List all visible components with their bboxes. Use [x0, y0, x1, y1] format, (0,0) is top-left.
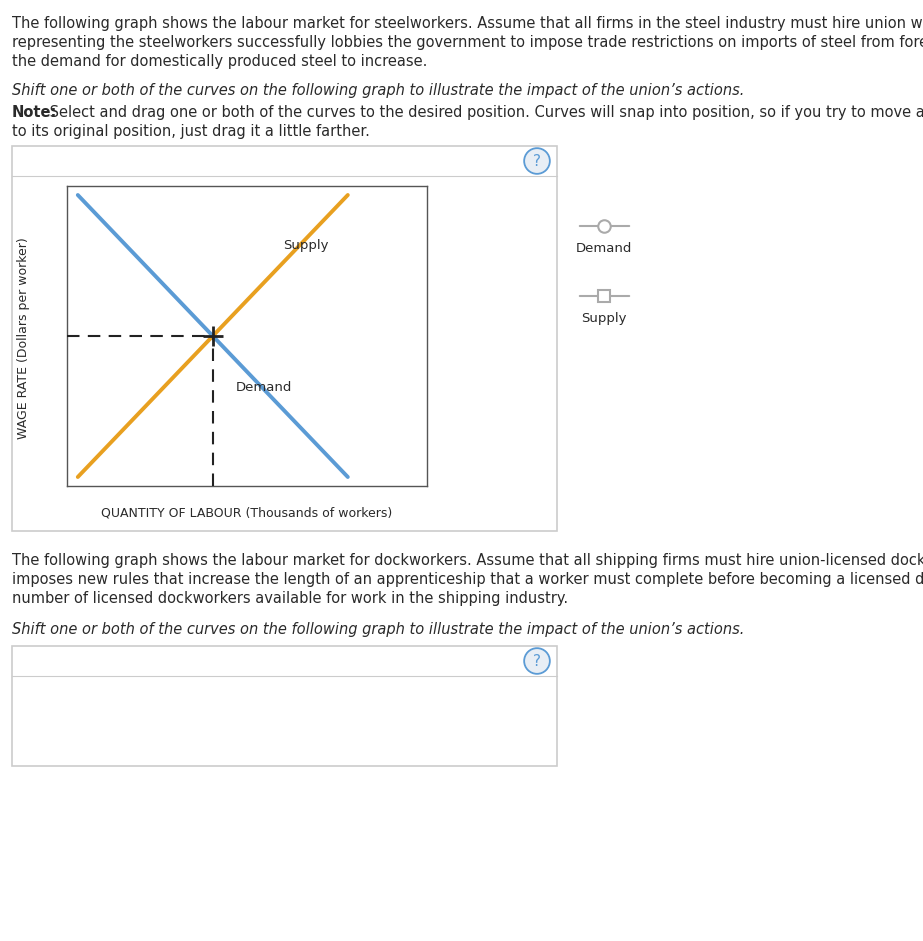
Text: Supply: Supply — [581, 312, 627, 325]
Bar — [12, 146, 557, 531]
Text: to its original position, just drag it a little farther.: to its original position, just drag it a… — [12, 124, 370, 139]
Text: number of licensed dockworkers available for work in the shipping industry.: number of licensed dockworkers available… — [12, 591, 569, 606]
Text: The following graph shows the labour market for dockworkers. Assume that all shi: The following graph shows the labour mar… — [12, 553, 923, 568]
Text: imposes new rules that increase the length of an apprenticeship that a worker mu: imposes new rules that increase the leng… — [12, 572, 923, 587]
Text: WAGE RATE (Dollars per worker): WAGE RATE (Dollars per worker) — [18, 238, 30, 439]
Text: Shift one or both of the curves on the following graph to illustrate the impact : Shift one or both of the curves on the f… — [12, 83, 744, 98]
Bar — [12, 646, 557, 766]
Text: Demand: Demand — [236, 381, 293, 394]
Text: Demand: Demand — [576, 242, 632, 255]
Text: The following graph shows the labour market for steelworkers. Assume that all fi: The following graph shows the labour mar… — [12, 16, 923, 31]
Text: the demand for domestically produced steel to increase.: the demand for domestically produced ste… — [12, 54, 427, 69]
Text: representing the steelworkers successfully lobbies the government to impose trad: representing the steelworkers successful… — [12, 35, 923, 50]
Text: ?: ? — [533, 153, 541, 168]
Text: QUANTITY OF LABOUR (Thousands of workers): QUANTITY OF LABOUR (Thousands of workers… — [102, 506, 392, 519]
Text: Select and drag one or both of the curves to the desired position. Curves will s: Select and drag one or both of the curve… — [45, 105, 923, 120]
Text: ?: ? — [533, 653, 541, 668]
Text: Shift one or both of the curves on the following graph to illustrate the impact : Shift one or both of the curves on the f… — [12, 622, 744, 637]
Text: Supply: Supply — [283, 239, 329, 252]
Text: Note:: Note: — [12, 105, 57, 120]
